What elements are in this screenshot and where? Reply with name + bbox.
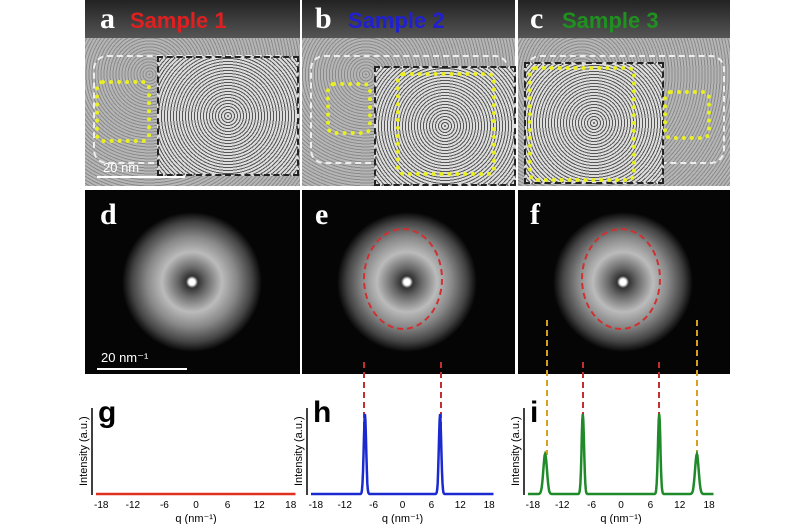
x-tick-label: -18 [309, 500, 324, 511]
intensity-profile-line [311, 413, 494, 496]
x-tick-label: 12 [674, 500, 686, 511]
x-tick-label: 0 [193, 500, 199, 511]
x-tick-label: -12 [555, 500, 570, 511]
y-axis-label: Intensity (a.u.) [78, 416, 90, 486]
panel-label-g: g [98, 396, 116, 429]
x-tick-label: 12 [455, 500, 467, 511]
panel-label-a: a [100, 2, 115, 35]
scale-bar-label: 20 nm⁻¹ [101, 350, 149, 365]
panel-label-d: d [100, 198, 117, 231]
panel-a-tem-image: 20 nm [85, 0, 300, 186]
panel-b-tem-image [302, 0, 516, 186]
panel-e-fft-image [302, 190, 515, 374]
x-tick-label: 18 [285, 500, 297, 511]
panel-label-e: e [315, 198, 329, 231]
x-tick-label: -18 [94, 500, 109, 511]
panel-f-fft-image [518, 190, 730, 374]
panel-label-b: b [315, 2, 332, 35]
x-tick-label: -6 [160, 500, 169, 511]
x-tick-label: 18 [704, 500, 716, 511]
x-tick-label: 6 [648, 500, 654, 511]
sample-2-title: Sample 2 [348, 8, 445, 33]
x-tick-label: -18 [526, 500, 541, 511]
x-axis-label: q (nm⁻¹) [175, 513, 216, 524]
x-tick-label: -12 [126, 500, 141, 511]
panel-label-i: i [530, 396, 538, 429]
scale-bar-label: 20 nm [103, 160, 140, 175]
x-tick-label: 6 [225, 500, 231, 511]
panel-label-c: c [530, 2, 544, 35]
panel-c-tem-image [518, 0, 730, 186]
x-tick-label: 18 [484, 500, 496, 511]
x-tick-label: 6 [429, 500, 435, 511]
y-axis-label: Intensity (a.u.) [510, 416, 522, 486]
x-tick-label: -6 [369, 500, 378, 511]
x-tick-label: -12 [337, 500, 352, 511]
x-axis-label: q (nm⁻¹) [382, 513, 423, 524]
sample-3-title: Sample 3 [562, 8, 659, 33]
sample-1-title: Sample 1 [130, 8, 227, 33]
panel-label-h: h [313, 396, 331, 429]
y-axis-label: Intensity (a.u.) [293, 416, 305, 486]
panel-d-fft-image: 20 nm⁻¹ [85, 190, 300, 374]
x-tick-label: 12 [254, 500, 266, 511]
x-tick-label: 0 [618, 500, 624, 511]
x-tick-label: 0 [400, 500, 406, 511]
intensity-profile-line [528, 413, 714, 496]
x-tick-label: -6 [587, 500, 596, 511]
x-axis-label: q (nm⁻¹) [600, 513, 641, 524]
panel-label-f: f [530, 198, 540, 231]
